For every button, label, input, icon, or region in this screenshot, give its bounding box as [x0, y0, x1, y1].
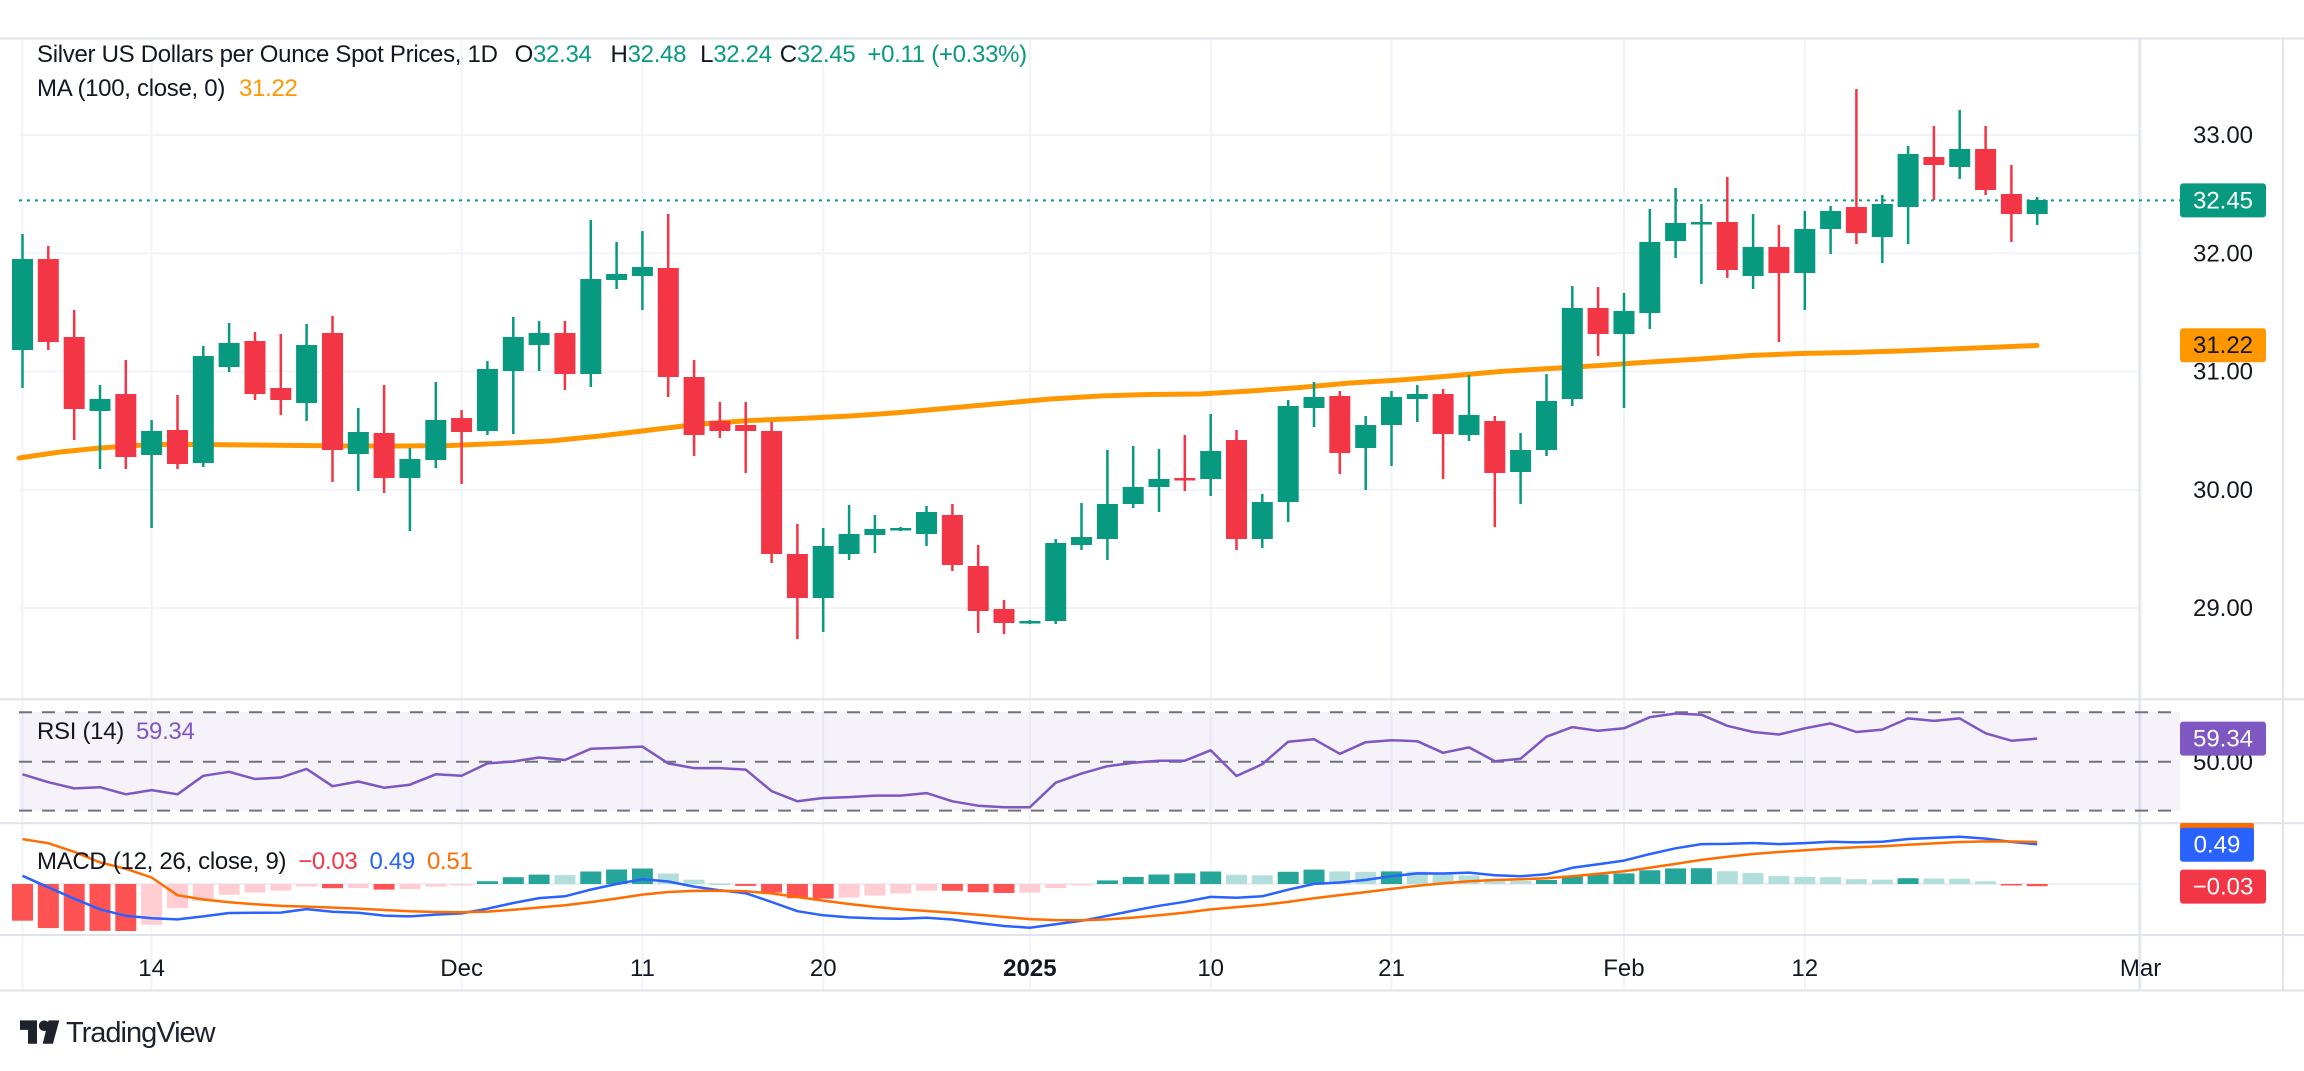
- svg-text:Mar: Mar: [2120, 955, 2161, 982]
- svg-text:32.00: 32.00: [2193, 240, 2253, 267]
- svg-text:TradingView: TradingView: [66, 1017, 217, 1049]
- svg-text:31.22: 31.22: [2193, 332, 2253, 359]
- svg-text:59.34: 59.34: [2193, 726, 2253, 753]
- svg-text:−0.03: −0.03: [2193, 874, 2254, 901]
- svg-text:14: 14: [138, 955, 165, 982]
- svg-text:32.45: 32.45: [2193, 187, 2253, 214]
- svg-text:11: 11: [630, 955, 655, 982]
- svg-text:RSI (14)59.34: RSI (14) 59.34: [37, 718, 195, 745]
- svg-text:29.00: 29.00: [2193, 595, 2253, 622]
- svg-text:10: 10: [1197, 955, 1224, 982]
- svg-text:30.00: 30.00: [2193, 477, 2253, 504]
- svg-text:20: 20: [810, 955, 837, 982]
- svg-text:31.00: 31.00: [2193, 359, 2253, 386]
- svg-text:Silver US Dollars per Ounce Sp: Silver US Dollars per Ounce Spot Prices,…: [37, 41, 1027, 68]
- svg-text:MA (100, close, 0)31.22: MA (100, close, 0) 31.22: [37, 75, 298, 102]
- svg-text:MACD (12, 26, close, 9)−0.030.: MACD (12, 26, close, 9) −0.03 0.49 0.51: [37, 848, 472, 875]
- svg-text:0.49: 0.49: [2194, 832, 2241, 859]
- svg-text:33.00: 33.00: [2193, 122, 2253, 149]
- svg-text:21: 21: [1378, 955, 1405, 982]
- svg-text:Feb: Feb: [1603, 955, 1644, 982]
- svg-text:2025: 2025: [1003, 955, 1056, 982]
- svg-text:Dec: Dec: [440, 955, 483, 982]
- svg-text:12: 12: [1791, 955, 1818, 982]
